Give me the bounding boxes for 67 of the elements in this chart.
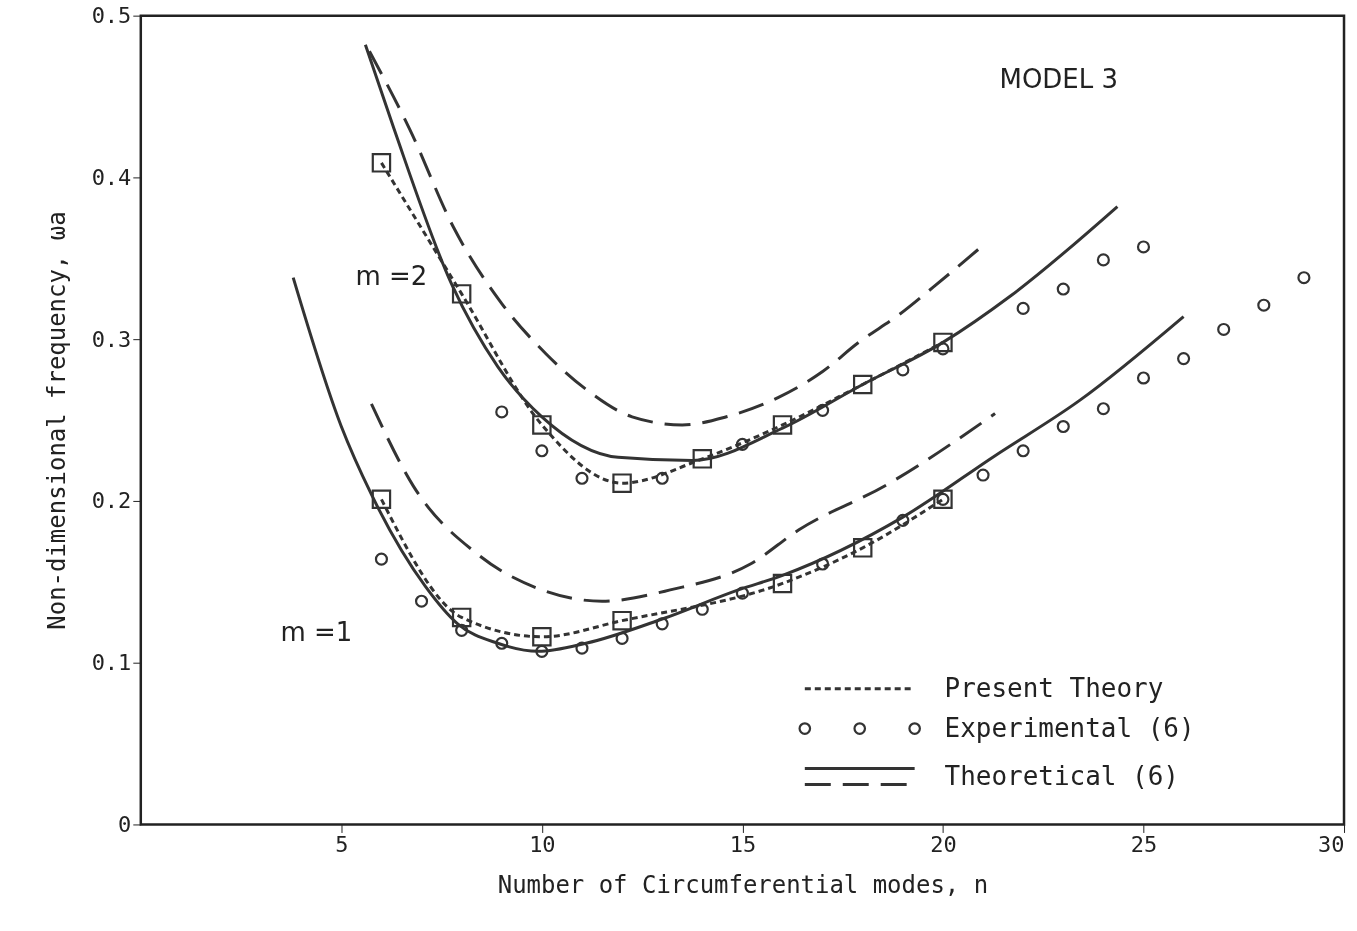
point: [816, 557, 830, 571]
point: [1297, 271, 1311, 285]
y-tick-label: 0.5: [91, 3, 132, 29]
point: [896, 363, 910, 377]
point: [535, 444, 549, 458]
point: [896, 513, 910, 527]
point: [451, 607, 472, 628]
point: [1096, 402, 1110, 416]
y-tick-label: 0.2: [91, 488, 132, 514]
x-tick-label: 5: [335, 831, 349, 857]
point: [1016, 301, 1030, 315]
line-series: [369, 402, 997, 603]
point: [1136, 371, 1151, 385]
legend-label: Theoretical (6): [944, 760, 1179, 791]
x-tick-label: 20: [930, 831, 957, 857]
point: [612, 473, 632, 493]
x-tick-label: 25: [1130, 831, 1158, 857]
x-tick-label: 30: [1318, 831, 1345, 857]
point: [575, 471, 589, 485]
point: [535, 644, 549, 658]
point: [1177, 352, 1191, 366]
point: [852, 374, 873, 395]
y-axis-title: Non-dimensional frequency, ωa: [42, 211, 71, 630]
legend-label: Present Theory: [944, 672, 1164, 703]
point: [735, 437, 749, 451]
point: [1016, 444, 1030, 458]
annotation: m =2: [355, 261, 428, 292]
x-axis-title: Number of Circumferential modes, n: [497, 870, 989, 899]
point: [1217, 322, 1231, 337]
point: [371, 489, 392, 510]
point: [695, 602, 709, 616]
point: [495, 405, 509, 419]
point: [374, 552, 389, 566]
point: [532, 627, 552, 647]
point: [414, 594, 429, 608]
point: [495, 636, 509, 650]
y-tick-label: 0: [118, 811, 132, 837]
y-tick-label: 0.1: [91, 650, 132, 676]
point: [816, 403, 830, 417]
legend-label: Experimental (6): [944, 712, 1195, 743]
annotation: m =1: [280, 616, 353, 647]
point: [772, 573, 793, 594]
point: [451, 284, 472, 304]
point: [1056, 282, 1070, 296]
point: [575, 641, 589, 655]
annotation: MODEL 3: [999, 63, 1118, 94]
point: [455, 623, 469, 637]
point: [852, 538, 873, 558]
point: [1096, 253, 1110, 267]
point: [371, 153, 392, 173]
point: [612, 610, 632, 631]
point: [615, 631, 629, 645]
y-tick-label: 0.4: [91, 164, 132, 190]
point: [735, 586, 749, 600]
point: [692, 449, 713, 469]
point: [532, 415, 552, 435]
point: [655, 471, 669, 485]
point: [772, 415, 793, 435]
point: [1136, 240, 1151, 254]
point: [933, 332, 953, 353]
point: [655, 617, 669, 631]
y-tick-label: 0.3: [91, 326, 132, 352]
x-tick-label: 15: [729, 831, 757, 857]
point: [1056, 419, 1070, 434]
x-tick-label: 10: [529, 831, 556, 857]
point: [1257, 298, 1271, 312]
point: [976, 468, 990, 482]
